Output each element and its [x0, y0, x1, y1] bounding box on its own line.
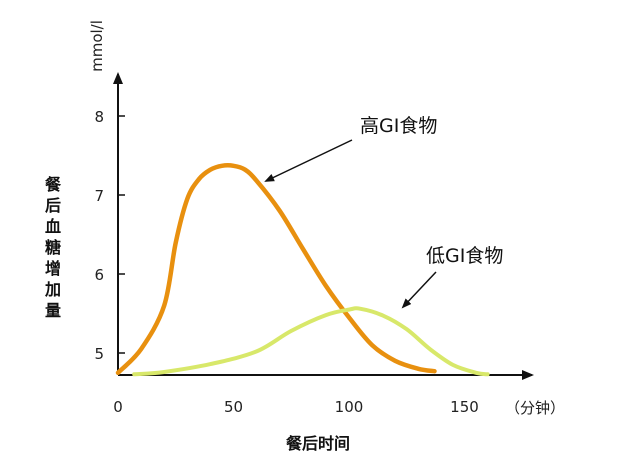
annotation-arrow-low-gi — [401, 271, 437, 309]
annotation-arrow-high-gi — [264, 139, 353, 182]
y-tick-label: 8 — [94, 108, 104, 126]
y-tick-label: 7 — [94, 187, 104, 205]
annotation-high-gi: 高GI食物 — [360, 115, 437, 137]
x-axis-unit: （分钟） — [505, 399, 565, 417]
x-axis-title: 餐后时间 — [285, 434, 350, 453]
y-axis-unit: mmol/l — [88, 20, 106, 72]
y-tick-label: 5 — [94, 345, 104, 363]
y-axis-title: 餐后血糖增加量 — [44, 175, 62, 320]
series-line-high-gi — [115, 163, 437, 376]
x-tick-label: 100 — [335, 398, 364, 416]
x-tick-label: 0 — [113, 398, 123, 416]
annotation-low-gi: 低GI食物 — [426, 245, 503, 267]
series-line-low-gi — [132, 306, 490, 377]
y-tick-label: 6 — [94, 266, 104, 284]
x-tick-label: 50 — [224, 398, 243, 416]
x-tick-label: 150 — [450, 398, 479, 416]
